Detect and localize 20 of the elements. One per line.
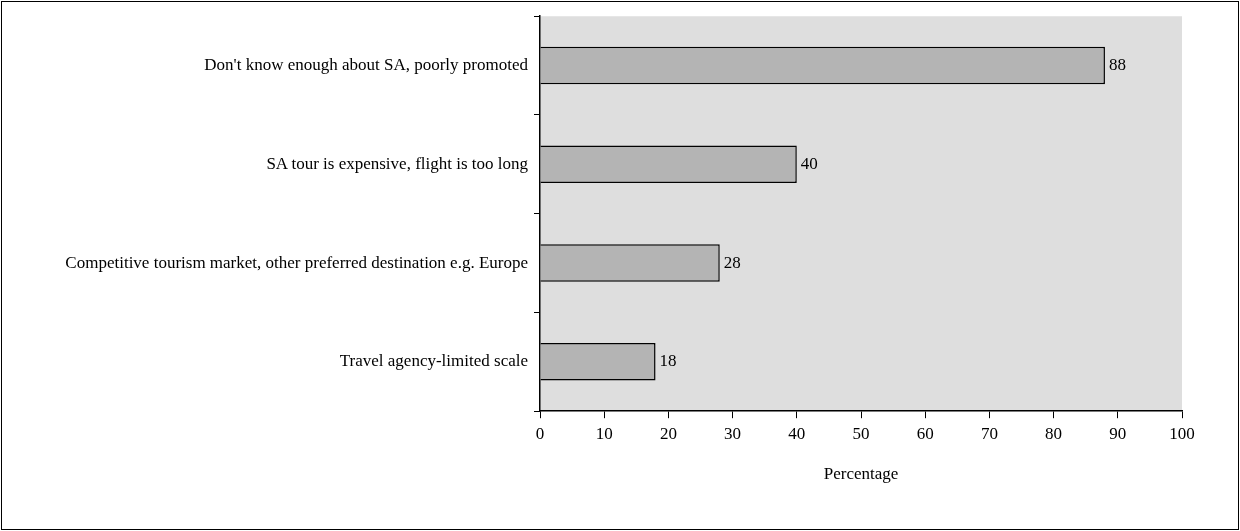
y-tick-label: Travel agency-limited scale [339,351,528,371]
x-tick-label: 90 [1109,423,1127,443]
data-label: 28 [723,252,741,272]
x-tick-label: 40 [788,423,806,443]
x-tick-label: 0 [535,423,545,443]
x-tick-label: 60 [916,423,934,443]
data-label: 18 [659,351,677,371]
x-tick-label: 30 [724,423,742,443]
x-tick-label: 50 [852,423,870,443]
y-tick-label: Don't know enough about SA, poorly promoted [204,55,529,75]
x-tick-label: 80 [1045,423,1063,443]
x-tick-label: 70 [980,423,998,443]
y-tick-label: SA tour is expensive, flight is too long [266,153,529,173]
x-tick-label: 20 [659,423,677,443]
y-tick-label: Competitive tourism market, other preferred destination e.g. Europe [65,252,528,272]
x-axis-title: Percentage [823,464,899,484]
x-tick-label: 10 [595,423,613,443]
x-tick-label: 100 [1169,423,1195,443]
data-label: 88 [1108,55,1126,75]
data-label: 40 [800,153,818,173]
